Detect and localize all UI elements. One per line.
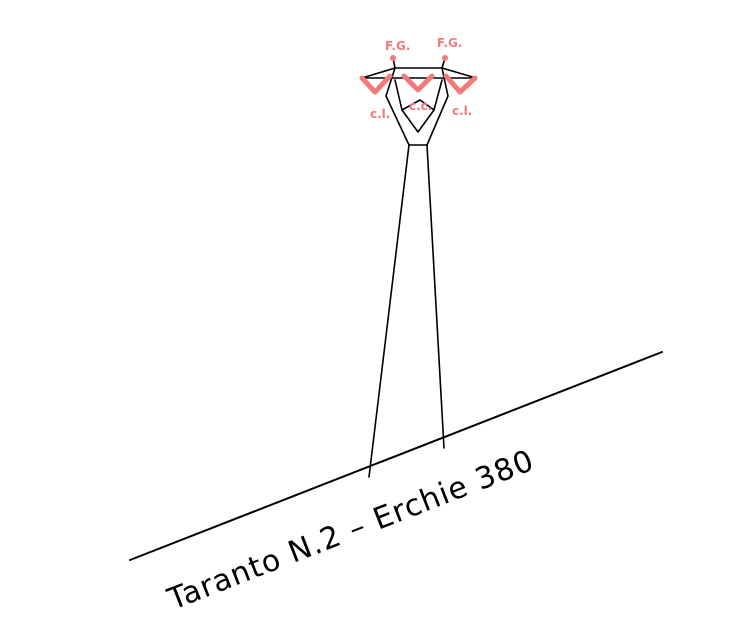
- line-route: [129, 351, 663, 561]
- cc-label-center: c.c.: [409, 99, 432, 113]
- conductor-insulators: [359, 55, 478, 95]
- fg-label-left: F.G.: [385, 39, 410, 53]
- insulator-right: [443, 73, 478, 95]
- insulator-center: [401, 73, 435, 93]
- tower-legs: [368, 144, 445, 478]
- earth-wire-right: [442, 55, 448, 61]
- ci-label-right: c.l.: [452, 104, 472, 118]
- ci-label-left: c.l.: [370, 107, 390, 121]
- insulator-left: [359, 73, 393, 95]
- fg-label-right: F.G.: [437, 36, 462, 50]
- tower-head: [361, 57, 477, 146]
- earth-wire-left: [390, 55, 396, 61]
- line-name-label: Taranto N.2 – Erchie 380: [162, 443, 539, 618]
